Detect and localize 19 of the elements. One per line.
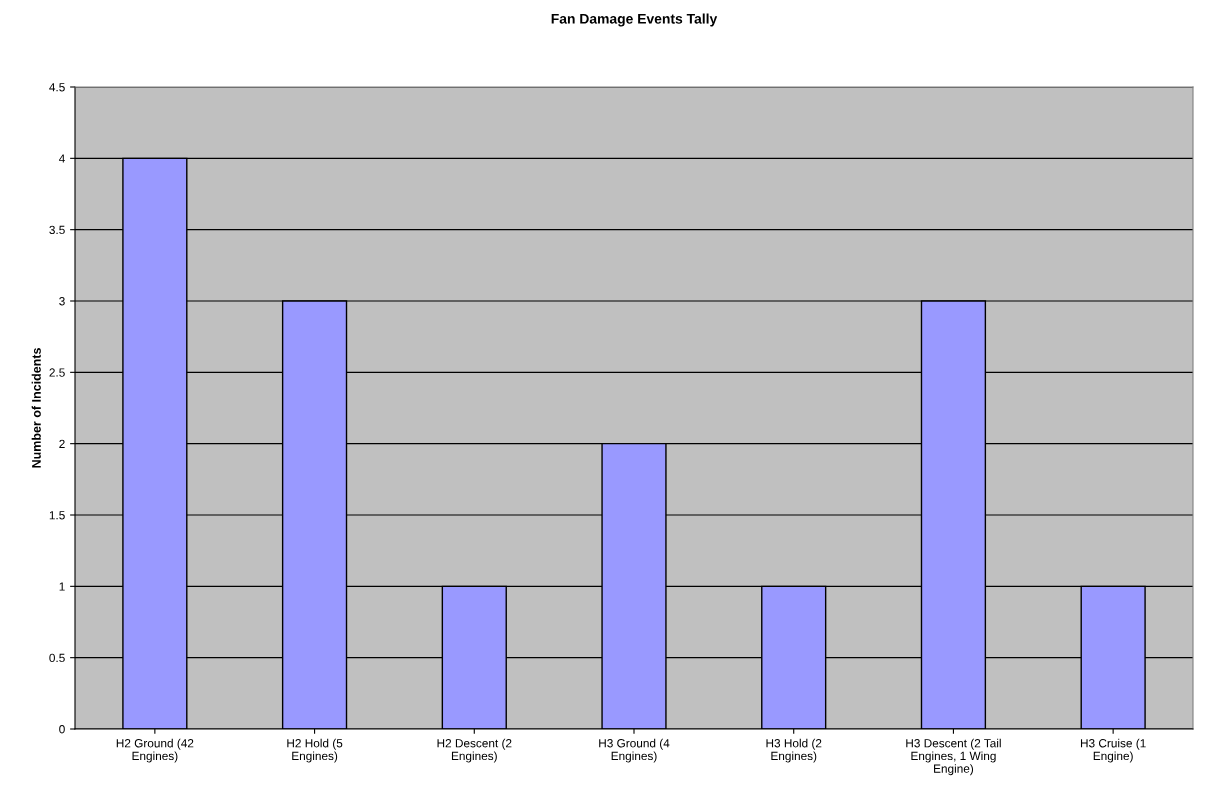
y-tick-label: 0.5 [49, 653, 65, 663]
y-tick-label: 3 [59, 297, 65, 306]
y-tick-label: 4.5 [49, 83, 65, 92]
y-tick-label: 2 [59, 439, 65, 448]
y-tick-label: 4 [58, 154, 65, 163]
x-tick-label: H2 Descent (2 Engines) [437, 738, 512, 763]
y-tick-label: 0 [59, 725, 65, 734]
y-tick-label: 1 [59, 582, 65, 591]
x-tick-label: H2 Hold (5 Engines) [287, 738, 343, 763]
x-tick-label: H2 Ground (42 Engines) [116, 738, 194, 763]
chart-title: Fan Damage Events Tally [551, 13, 718, 27]
y-tick-label: 1.5 [49, 511, 65, 520]
x-tick-label: H3 Ground (4 Engines) [599, 738, 670, 763]
y-axis-title: Number of Incidents [31, 348, 41, 468]
y-tick-label: 3.5 [49, 225, 65, 235]
x-tick-label: H3 Cruise (1 Engine) [1080, 738, 1146, 763]
y-tick-label: 2.5 [49, 368, 65, 377]
x-tick-label: H3 Hold (2 Engines) [766, 738, 822, 763]
x-tick-label: H3 Descent (2 Tail Engines, 1 Wing Engine) [906, 738, 1001, 776]
